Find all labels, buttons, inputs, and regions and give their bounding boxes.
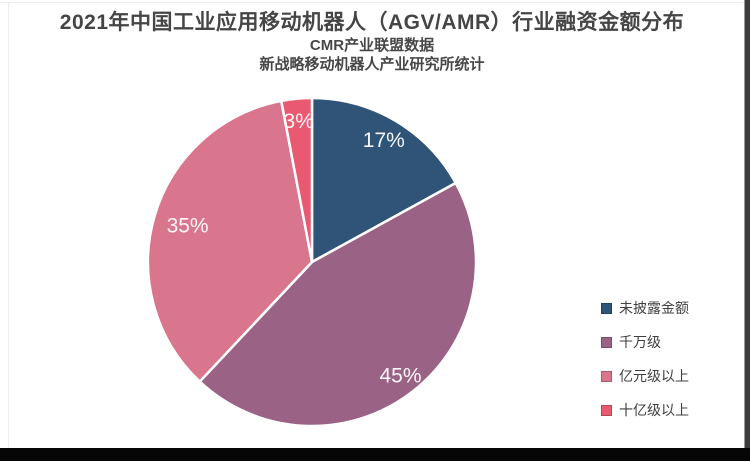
pie-slice-2 xyxy=(146,99,314,383)
legend-swatch-icon xyxy=(601,336,612,348)
frame-top-edge xyxy=(0,2,743,3)
chart-subtitle-statistic: 新战略移动机器人产业研究所统计 xyxy=(259,56,485,73)
chart-subtitle-source: CMR产业联盟数据 xyxy=(309,37,435,54)
legend-item-2: 亿元级以上 xyxy=(601,369,689,383)
window-bottom-bar xyxy=(0,448,750,461)
pie-slice-label-2: 35% xyxy=(167,214,209,237)
title-block: 2021年中国工业应用移动机器人（AGV/AMR）行业融资金额分布 CMR产业联… xyxy=(0,11,744,73)
legend: 未披露金额千万级亿元级以上十亿级以上 xyxy=(601,301,689,417)
chart-title: 2021年中国工业应用移动机器人（AGV/AMR）行业融资金额分布 xyxy=(59,11,685,34)
pie-slice-1 xyxy=(198,181,478,428)
legend-swatch-icon xyxy=(601,302,612,314)
legend-swatch-icon xyxy=(601,370,612,382)
legend-label: 十亿级以上 xyxy=(619,402,689,418)
legend-label: 千万级 xyxy=(619,334,661,350)
frame-left-edge xyxy=(8,2,9,448)
window-right-border xyxy=(744,0,750,448)
pie-slice-label-1: 45% xyxy=(379,365,421,388)
legend-label: 未披露金额 xyxy=(619,300,689,316)
legend-item-0: 未披露金额 xyxy=(601,301,689,315)
pie-slice-label-0: 17% xyxy=(363,129,405,152)
legend-swatch-icon xyxy=(601,404,612,416)
legend-item-1: 千万级 xyxy=(601,335,689,349)
pie-slice-label-3: 3% xyxy=(284,110,314,133)
pie-slice-0 xyxy=(310,96,457,264)
pie-slice-3 xyxy=(280,96,314,264)
legend-label: 亿元级以上 xyxy=(619,368,689,384)
legend-item-3: 十亿级以上 xyxy=(601,403,689,417)
